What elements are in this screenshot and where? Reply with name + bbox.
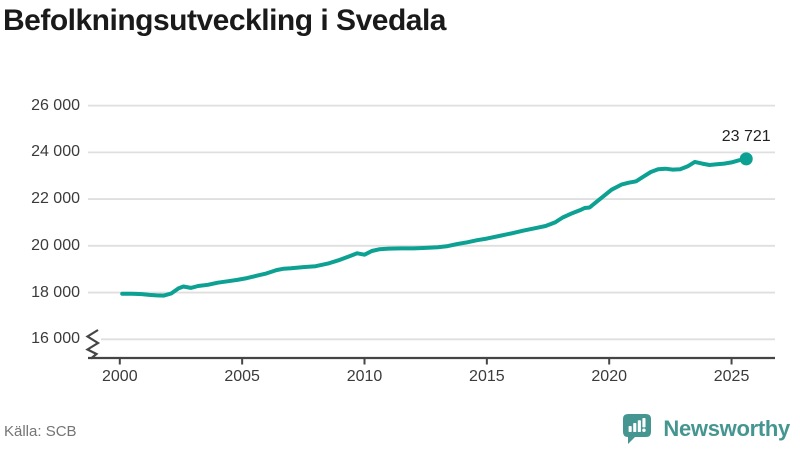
plot-canvas bbox=[85, 104, 775, 365]
end-point-marker bbox=[739, 152, 753, 166]
x-axis-tick-label: 2025 bbox=[713, 368, 750, 385]
population-line bbox=[120, 156, 749, 298]
x-axis-tick-label: 2010 bbox=[346, 368, 383, 385]
y-axis-tick-label: 26 000 bbox=[31, 96, 80, 114]
x-axis-tick-label: 2020 bbox=[591, 368, 627, 385]
newsworthy-wordmark: Newsworthy bbox=[663, 415, 790, 441]
y-axis-tick-label: 18 000 bbox=[31, 283, 80, 301]
x-axis-tick-label: 2005 bbox=[224, 368, 260, 385]
x-axis-tick-label: 2000 bbox=[102, 368, 138, 385]
end-value-label: 23 721 bbox=[721, 128, 771, 145]
newsworthy-logo: Newsworthy bbox=[620, 411, 790, 446]
newsworthy-bar-chart-bubble-icon bbox=[623, 414, 652, 444]
source-note: Källa: SCB bbox=[4, 423, 77, 440]
y-axis-tick-label: 16 000 bbox=[31, 330, 80, 348]
axis-break-icon bbox=[85, 329, 101, 360]
chart-title: Befolkningsutveckling i Svedala bbox=[3, 4, 446, 37]
y-axis-tick-label: 24 000 bbox=[31, 143, 80, 161]
y-axis-tick-label: 22 000 bbox=[31, 190, 80, 208]
y-axis-tick-label: 20 000 bbox=[31, 236, 80, 254]
line-chart: 26 000 24 000 22 000 20 000 18 000 16 000 2000… bbox=[31, 96, 775, 385]
x-axis-tick-label: 2015 bbox=[469, 368, 505, 385]
